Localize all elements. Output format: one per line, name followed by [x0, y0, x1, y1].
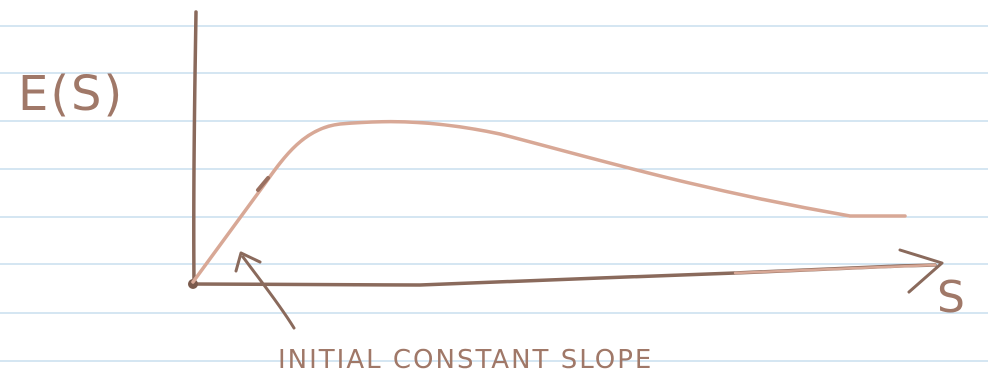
y-axis — [191, 10, 198, 286]
x-axis — [188, 263, 937, 287]
y-axis-label: E(S) — [18, 66, 124, 122]
x-axis-extension — [733, 263, 937, 275]
x-axis-label: S — [937, 272, 967, 323]
curve-ink-mark — [256, 176, 270, 192]
annotation-arrowhead — [234, 251, 262, 273]
x-axis-arrowhead — [898, 248, 944, 294]
ruled-lines — [0, 25, 988, 362]
annotation-arrow-shaft — [241, 255, 296, 330]
es-curve — [191, 119, 907, 284]
slope-annotation: INITIAL CONSTANT SLOPE — [278, 345, 653, 375]
